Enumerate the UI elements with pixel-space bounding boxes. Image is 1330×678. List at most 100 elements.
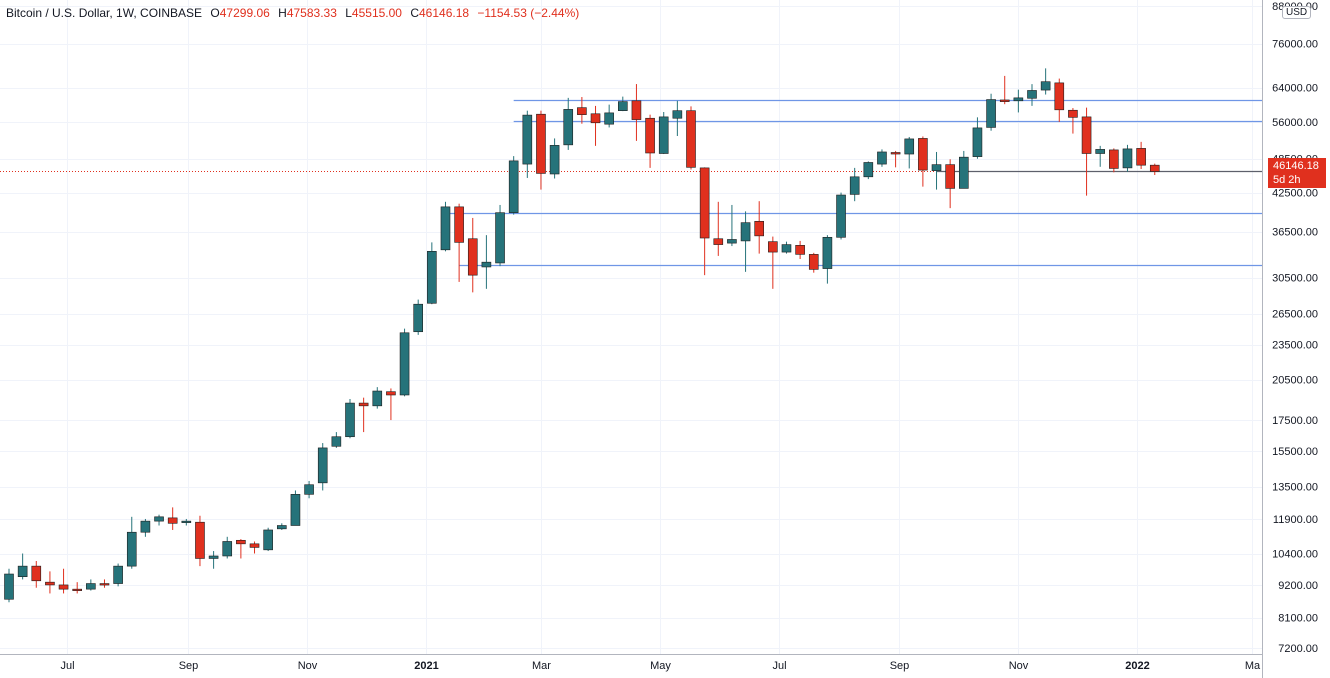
- candle: [658, 111, 669, 155]
- candle-body: [454, 206, 464, 243]
- candle-body: [631, 100, 642, 120]
- candle-body: [1109, 149, 1119, 169]
- candle: [1149, 163, 1160, 176]
- candle: [645, 114, 655, 168]
- candle-body: [754, 220, 765, 237]
- price-axis[interactable]: 7200.00 8100.00 9200.00 10400.00 11900.00 135…: [1272, 1, 1318, 655]
- candle-body: [645, 117, 655, 154]
- candle-body: [167, 517, 178, 524]
- last-price-tag: 46146.18 5d 2h: [1268, 158, 1326, 188]
- candle-body: [1149, 164, 1160, 172]
- candle-body: [386, 391, 396, 396]
- candle: [304, 480, 314, 499]
- candle: [17, 553, 28, 580]
- candle-body: [249, 543, 260, 548]
- price-tick-label: 64000.00: [1272, 83, 1318, 95]
- candle: [72, 582, 82, 594]
- price-tick-label: 56000.00: [1272, 117, 1318, 129]
- candle: [945, 159, 955, 209]
- candle-body: [958, 156, 969, 189]
- candle: [986, 93, 996, 131]
- candle: [181, 518, 192, 526]
- candle: [386, 388, 396, 421]
- candle-body: [413, 303, 424, 333]
- candle-body: [945, 164, 955, 189]
- candle-body: [440, 206, 451, 251]
- time-tick-label: Sep: [890, 660, 910, 672]
- candle: [972, 117, 983, 159]
- candle: [99, 579, 110, 588]
- candle-body: [986, 99, 996, 128]
- candle: [1081, 107, 1092, 196]
- price-tick-label: 7200.00: [1278, 643, 1318, 655]
- candle: [631, 84, 642, 141]
- time-tick-label: 2021: [414, 660, 438, 672]
- candle: [836, 192, 846, 240]
- candle-body: [727, 239, 737, 244]
- candle-body: [263, 529, 273, 551]
- candle: [590, 105, 601, 146]
- candle-body: [590, 113, 601, 124]
- candle: [399, 328, 410, 397]
- candle-body: [290, 494, 301, 526]
- open-label: O: [210, 6, 220, 20]
- candle-body: [481, 261, 492, 268]
- time-tick-label: May: [650, 660, 671, 672]
- candle: [699, 167, 710, 276]
- candle: [904, 136, 915, 169]
- candle-body: [208, 555, 219, 559]
- candle-body: [563, 109, 574, 146]
- candle: [577, 97, 587, 124]
- candle-body: [577, 107, 587, 115]
- candle-body: [1027, 90, 1037, 99]
- candle-body: [999, 99, 1010, 102]
- candle-body: [222, 541, 233, 557]
- candle: [113, 563, 123, 587]
- candle-body: [1095, 149, 1105, 154]
- candle: [617, 96, 628, 112]
- candle: [808, 252, 819, 273]
- candle-body: [918, 138, 928, 171]
- candle: [1109, 148, 1119, 173]
- candle: [222, 536, 233, 559]
- candle-body: [304, 484, 314, 495]
- candle: [822, 235, 833, 284]
- price-tick-label: 36500.00: [1272, 227, 1318, 239]
- candle: [931, 151, 942, 190]
- candle-body: [1068, 109, 1078, 118]
- candle-body: [45, 581, 55, 586]
- candle: [126, 516, 137, 569]
- time-tick-label: Mar: [532, 660, 551, 672]
- candle: [1013, 89, 1024, 113]
- candle-body: [604, 112, 614, 125]
- bar-countdown: 5d 2h: [1273, 174, 1301, 186]
- candles: [4, 68, 1160, 603]
- open-value: 47299.06: [219, 6, 270, 20]
- candle-body: [508, 160, 519, 213]
- candle-body: [904, 138, 915, 155]
- currency-button[interactable]: USD: [1282, 6, 1312, 19]
- candle-body: [31, 565, 42, 582]
- candle-body: [931, 164, 942, 171]
- candle: [263, 527, 273, 552]
- candle: [999, 75, 1010, 105]
- candle-body: [1054, 82, 1065, 111]
- candle-body: [276, 525, 287, 530]
- candle-body: [1136, 148, 1146, 166]
- low-label: L: [345, 6, 352, 20]
- candle-body: [154, 516, 164, 522]
- candle: [672, 100, 683, 136]
- low-value: 45515.00: [351, 6, 402, 20]
- candle-body: [699, 167, 710, 239]
- candle: [454, 203, 464, 282]
- candle: [4, 568, 14, 603]
- candle: [713, 201, 724, 256]
- candle: [549, 138, 560, 179]
- candle: [45, 571, 55, 594]
- candle: [781, 241, 792, 254]
- time-axis[interactable]: Jul Sep Nov 2021 Mar May Jul Sep Nov 2022 Ma: [60, 660, 1261, 672]
- candle-body: [522, 114, 533, 165]
- candle-body: [1081, 116, 1092, 154]
- price-tick-label: 17500.00: [1272, 415, 1318, 427]
